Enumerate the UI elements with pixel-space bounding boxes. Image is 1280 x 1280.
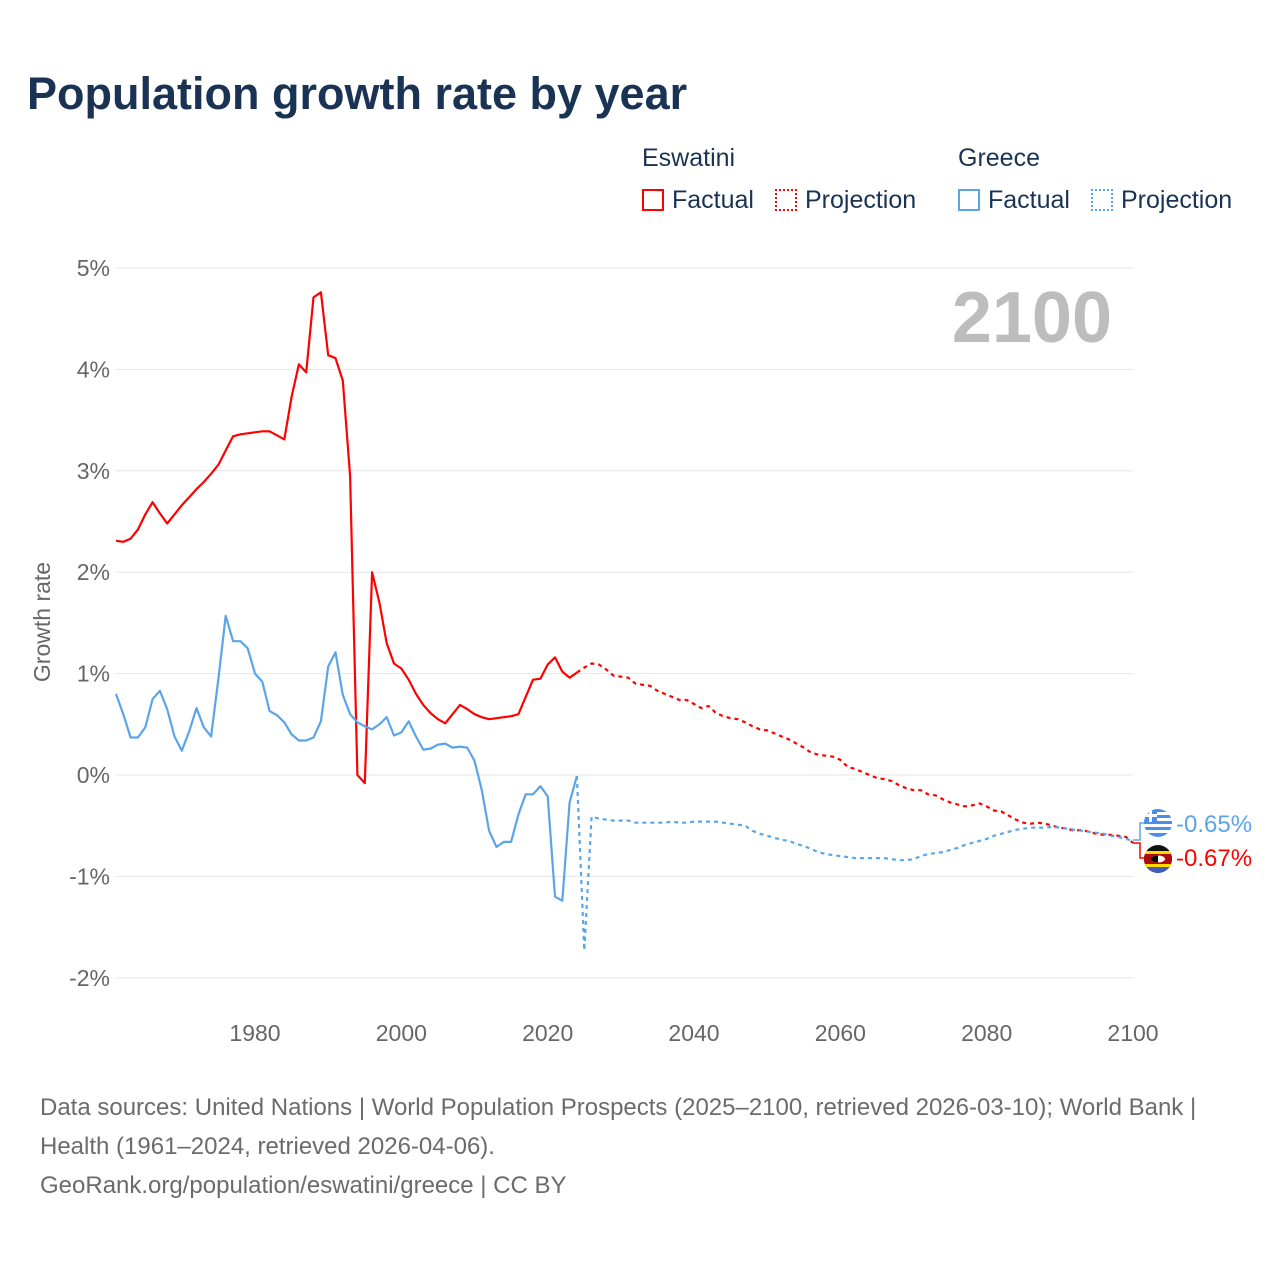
year-watermark: 2100 [952, 278, 1112, 358]
legend-group-greece: Greece [958, 144, 1040, 172]
series-line-eswatini-factual [115, 291, 578, 785]
y-tick-label: 2% [77, 559, 110, 585]
x-tick-label: 2040 [668, 1020, 719, 1046]
legend-label: Factual [988, 186, 1070, 214]
eswatini-end-label: -0.67% [1176, 845, 1252, 872]
x-tick-label: 2080 [961, 1020, 1012, 1046]
legend-swatch-solid [642, 189, 664, 211]
x-tick-label: 1980 [229, 1020, 280, 1046]
series-line-eswatini-projection [576, 662, 1134, 844]
greece-flag-icon [1144, 809, 1172, 837]
y-tick-label: 0% [77, 762, 110, 788]
greece-end-label: -0.65% [1176, 811, 1252, 838]
credit-link[interactable]: GeoRank.org/population/eswatini/greece |… [40, 1172, 567, 1199]
legend-label: Projection [1121, 186, 1233, 214]
greece-connector [1133, 822, 1147, 841]
y-tick-label: 4% [77, 356, 110, 382]
y-tick-label: 5% [77, 255, 110, 281]
legend-eswatini-factual[interactable]: Factual [642, 186, 754, 215]
y-axis-label: Growth rate [29, 562, 55, 682]
chart-title: Population growth rate by year [27, 68, 688, 119]
x-tick-label: 2060 [815, 1020, 866, 1046]
x-tick-label: 2000 [376, 1020, 427, 1046]
legend-label: Projection [805, 186, 917, 214]
footer: Data sources: United Nations | World Pop… [40, 1088, 1240, 1205]
eswatini-connector [1133, 842, 1147, 859]
y-tick-label: 3% [77, 458, 110, 484]
x-tick-label: 2020 [522, 1020, 573, 1046]
series-line-greece-factual [114, 614, 578, 902]
legend-swatch-dotted [775, 189, 797, 211]
eswatini-flag-icon [1144, 845, 1172, 873]
y-tick-label: -2% [69, 965, 110, 991]
legend-eswatini-projection[interactable]: Projection [775, 186, 916, 215]
legend-swatch-dotted [1091, 189, 1113, 211]
y-tick-label: -1% [69, 863, 110, 889]
series-line-greece-projection [575, 775, 1134, 952]
legend-greece-factual[interactable]: Factual [958, 186, 1070, 215]
data-sources: Data sources: United Nations | World Pop… [40, 1094, 1197, 1160]
legend-label: Factual [672, 186, 754, 214]
legend-group-eswatini: Eswatini [642, 144, 736, 172]
x-tick-label: 2100 [1107, 1020, 1158, 1046]
legend-swatch-solid [958, 189, 980, 211]
legend-greece-projection[interactable]: Projection [1091, 186, 1232, 215]
y-tick-label: 1% [77, 661, 110, 687]
